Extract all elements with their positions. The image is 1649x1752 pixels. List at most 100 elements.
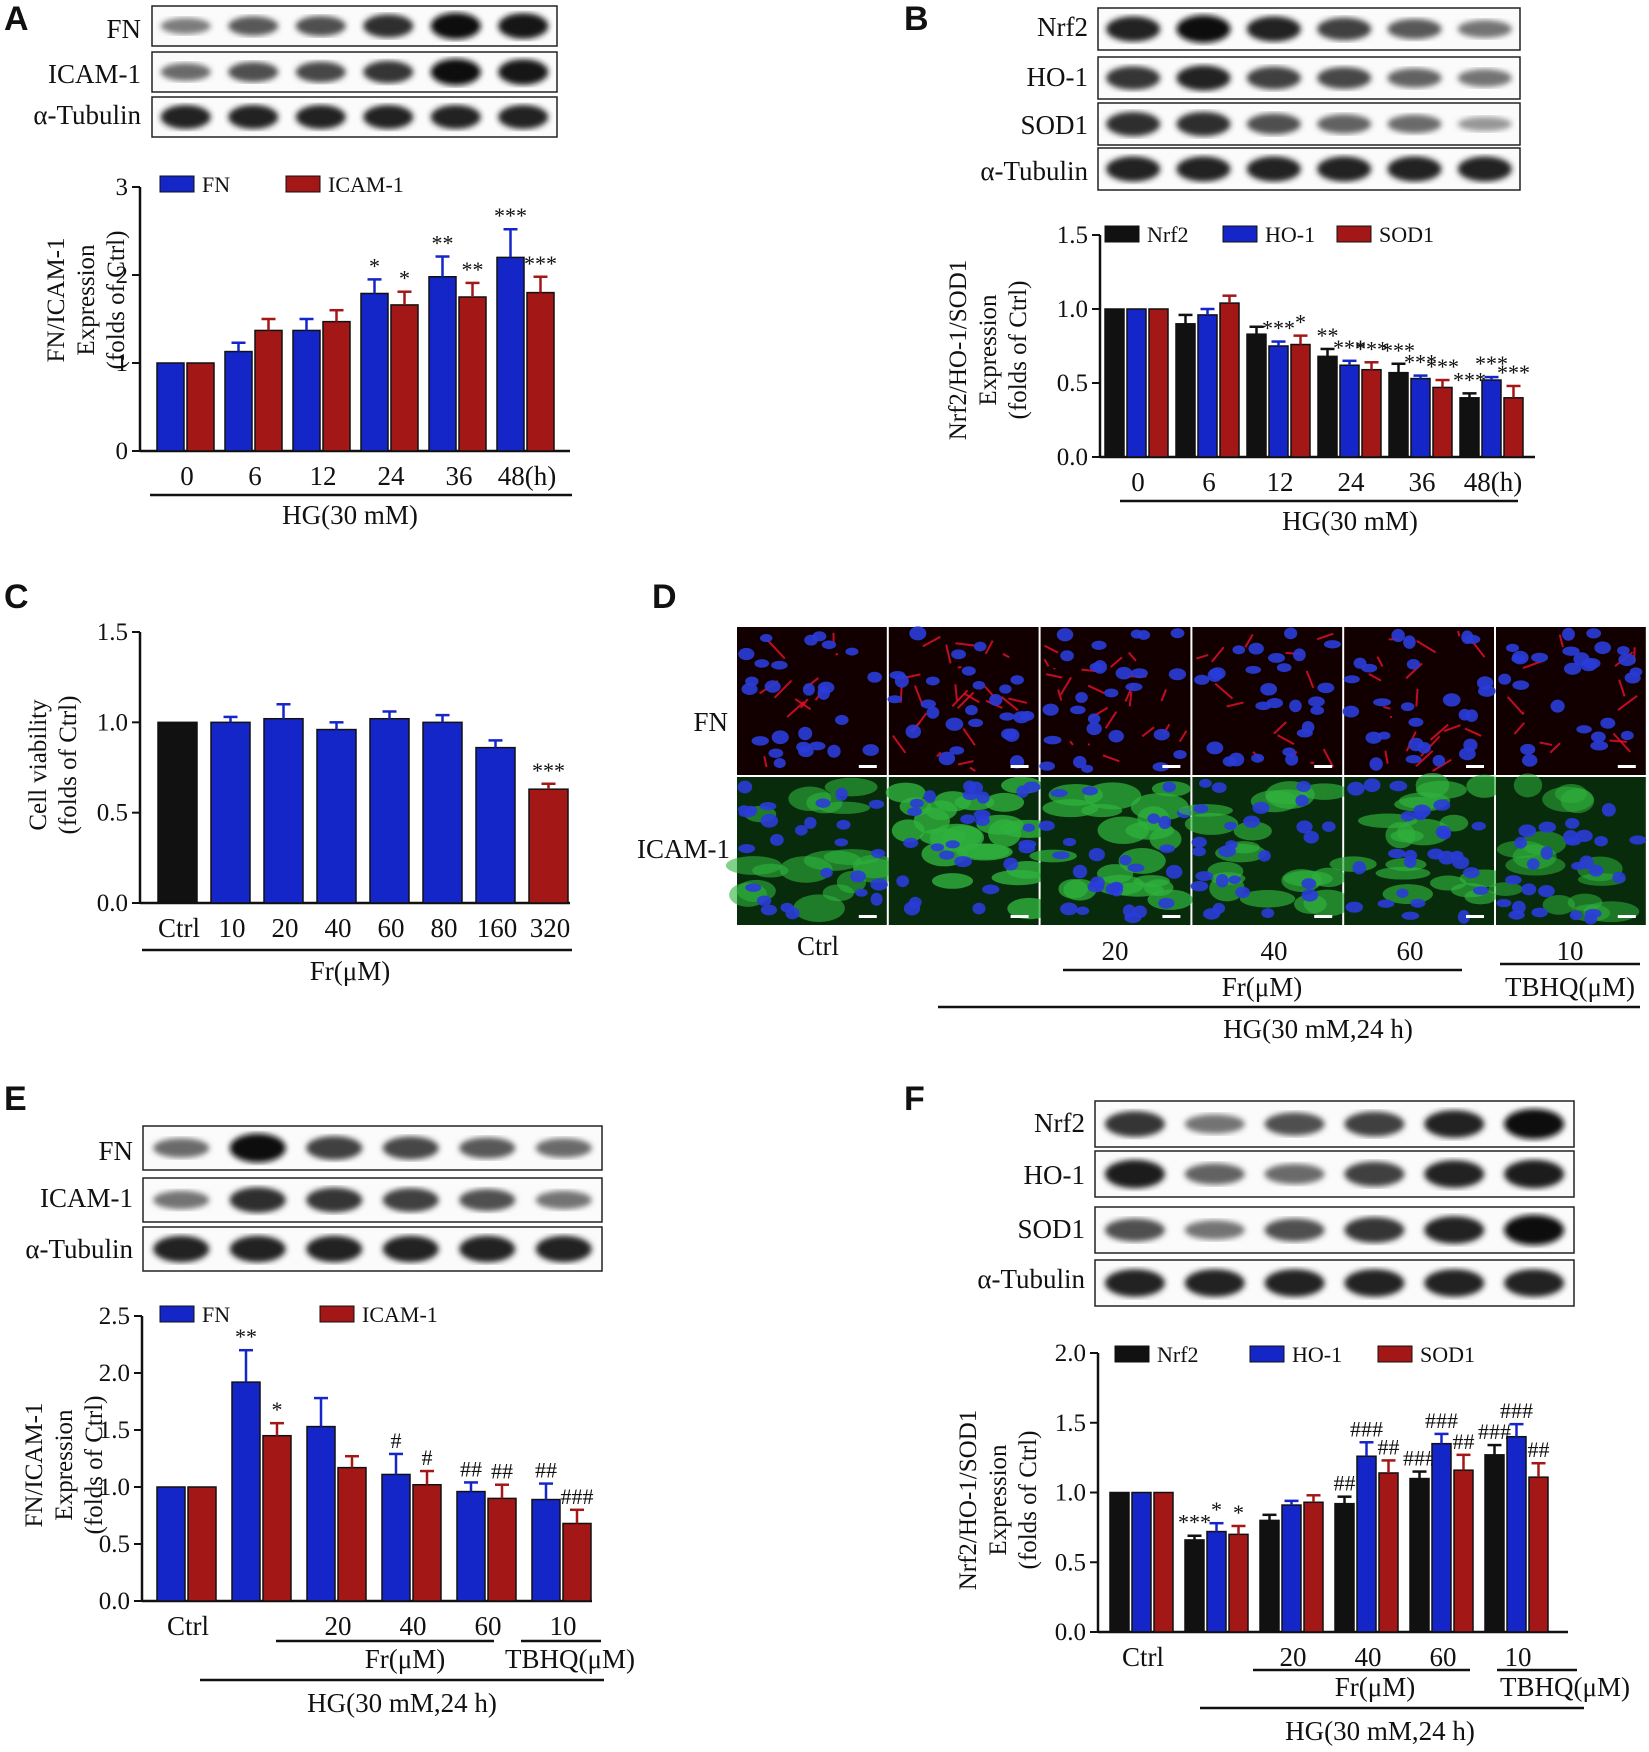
cell-cytoplasm	[1542, 786, 1594, 813]
bar	[458, 296, 487, 452]
y-tick-label: 0.0	[1055, 1619, 1086, 1646]
nucleus-dapi	[1228, 875, 1241, 885]
blot-band	[1424, 1216, 1485, 1244]
nucleus-dapi	[798, 726, 813, 741]
fibronectin-fiber	[1609, 739, 1627, 743]
blot-band	[1176, 156, 1231, 182]
nucleus-dapi	[1406, 659, 1421, 670]
blot-label-tubulin: α-Tubulin	[33, 100, 141, 130]
cell-cytoplasm	[822, 884, 855, 902]
nucleus-dapi	[794, 824, 808, 836]
nucleus-dapi	[1594, 641, 1611, 655]
nucleus-dapi	[1091, 640, 1107, 651]
group-label-hg: HG(30 mM)	[1282, 506, 1418, 536]
cell-cytoplasm	[1144, 879, 1174, 897]
nucleus-dapi	[1612, 871, 1626, 884]
nucleus-dapi	[1108, 729, 1124, 743]
nucleus-dapi	[1192, 846, 1206, 857]
blot-band	[1176, 65, 1231, 91]
nucleus-dapi	[1235, 886, 1251, 899]
y-tick-label: 0.5	[1055, 1549, 1086, 1576]
nucleus-dapi	[1295, 794, 1309, 807]
nucleus-dapi	[1043, 735, 1062, 745]
blot-band	[1264, 1163, 1325, 1185]
nucleus-dapi	[1458, 747, 1476, 761]
bar	[1409, 1477, 1430, 1633]
fibronectin-fiber	[1415, 688, 1419, 707]
fibronectin-fiber	[1178, 730, 1188, 743]
bar	[1126, 308, 1147, 458]
bar	[1184, 1539, 1205, 1633]
bar-chart-b: 0.0 0.5 1.0 1.5 Nrf2/HO-1/SOD1 Expression (fol…	[945, 222, 1535, 536]
significance-mark: ***	[1426, 354, 1459, 379]
x-tick-label: 48(h)	[498, 461, 556, 491]
nucleus-dapi	[1573, 652, 1590, 666]
nucleus-dapi	[1511, 650, 1529, 665]
y-axis-label: (folds of Ctrl)	[1005, 281, 1032, 420]
nucleus-dapi	[1538, 821, 1557, 833]
y-tick-label: 2.0	[99, 1360, 130, 1387]
bar-chart-c: 0.0 0.5 1.0 1.5 Cell viability (folds of Ctrl…	[25, 619, 572, 986]
nucleus-dapi	[1521, 883, 1537, 896]
blot-label-nrf2: Nrf2	[1034, 1108, 1085, 1138]
fibronectin-fiber	[1128, 691, 1133, 707]
fibronectin-fiber	[1368, 673, 1382, 682]
nucleus-dapi	[1414, 811, 1427, 821]
nucleus-dapi	[817, 686, 830, 700]
fibronectin-fiber	[1415, 750, 1434, 767]
blot-band	[535, 1235, 592, 1263]
significance-mark: ***	[524, 251, 557, 276]
nucleus-dapi	[1296, 820, 1313, 834]
fibronectin-fiber	[1160, 688, 1168, 702]
nucleus-dapi	[1373, 698, 1392, 707]
nucleus-dapi	[804, 634, 818, 646]
blot-strip	[1094, 1259, 1575, 1307]
significance-mark: ###	[561, 1484, 594, 1509]
nucleus-dapi	[1301, 878, 1317, 889]
fibronectin-fiber	[773, 679, 793, 699]
significance-mark: ###	[1478, 1419, 1511, 1444]
blot-band	[430, 58, 481, 86]
x-tick-label: 48(h)	[1464, 467, 1522, 497]
nucleus-dapi	[1531, 652, 1549, 663]
blot-band	[1387, 18, 1442, 40]
western-blot-f	[1094, 1100, 1575, 1307]
nucleus-dapi	[850, 870, 866, 883]
significance-mark: ***	[1497, 360, 1530, 385]
nucleus-dapi	[751, 736, 769, 746]
blot-band	[306, 1136, 363, 1160]
cell-cytoplasm	[793, 894, 845, 923]
blot-band	[1184, 1269, 1245, 1297]
nucleus-dapi	[1010, 675, 1024, 685]
nucleus-dapi	[1301, 888, 1319, 902]
blot-band	[459, 1137, 516, 1159]
nucleus-dapi	[1087, 713, 1101, 725]
scale-bar	[1314, 915, 1333, 918]
blot-band	[295, 61, 346, 83]
x-tick-label: 36	[446, 461, 473, 491]
y-tick-label: 1.5	[99, 1417, 130, 1444]
fibronectin-fiber	[1416, 640, 1437, 654]
cell-cytoplasm	[1233, 821, 1272, 841]
y-tick-label: 0.0	[1057, 444, 1088, 471]
group-label-fr: Fr(μM)	[365, 1644, 445, 1674]
fn-stain-image	[1040, 627, 1191, 775]
bar	[1361, 368, 1382, 458]
significance-mark: #	[391, 1428, 402, 1453]
significance-mark: ##	[460, 1456, 482, 1481]
x-tick-label: 20	[272, 913, 299, 943]
bar	[1410, 377, 1431, 458]
significance-mark: *	[369, 253, 380, 278]
fibronectin-fiber	[1612, 732, 1632, 753]
bar	[157, 721, 198, 904]
nucleus-dapi	[905, 724, 922, 739]
scale-bar	[1617, 765, 1636, 768]
significance-mark: ***	[1453, 367, 1486, 392]
blot-band	[382, 1188, 439, 1212]
fibronectin-fiber	[969, 766, 976, 772]
significance-mark: ##	[1528, 1437, 1550, 1462]
cell-cytoplasm	[1521, 831, 1567, 856]
nucleus-dapi	[1565, 817, 1580, 829]
nucleus-dapi	[907, 807, 923, 817]
nucleus-dapi	[949, 746, 965, 755]
